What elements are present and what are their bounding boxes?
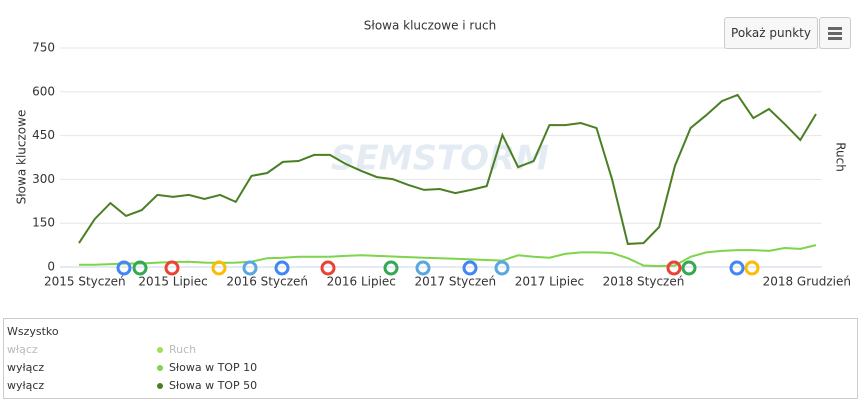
series-toggle[interactable]: wyłącz xyxy=(7,379,45,392)
x-tick-label: 2016 Lipiec xyxy=(327,275,396,289)
y-tick-label: 600 xyxy=(32,84,55,98)
y-tick-label: 300 xyxy=(32,172,55,186)
y-axis-label: Słowa kluczowe xyxy=(15,110,29,205)
y-tick-label: 150 xyxy=(32,216,55,230)
menu-button[interactable] xyxy=(819,17,851,49)
series-line xyxy=(78,93,817,245)
event-icons xyxy=(116,260,760,276)
x-tick-label: 2017 Styczeń xyxy=(415,275,497,289)
legend-label[interactable]: Ruch xyxy=(169,343,197,356)
series-panel: Wszystko włącz Ruch wyłącz Słowa w TOP 10 wy… xyxy=(3,318,858,399)
legend-label[interactable]: Słowa w TOP 10 xyxy=(169,361,258,374)
legend-label[interactable]: Słowa w TOP 50 xyxy=(169,379,258,392)
series-toggle[interactable]: włącz xyxy=(7,343,38,356)
legend-marker xyxy=(157,365,163,371)
x-tick-label: 2016 Styczeń xyxy=(226,275,308,289)
x-tick-label: 2015 Styczeń xyxy=(44,275,126,289)
y-tick-label: 0 xyxy=(47,260,55,274)
chart: Słowa kluczowe i ruch Słowa kluczowe Ruc… xyxy=(15,19,852,289)
x-tick-label: 2018 Grudzień xyxy=(763,275,851,289)
y-tick-label: 450 xyxy=(32,128,55,142)
y2-axis-label: Ruch xyxy=(834,142,848,172)
chart-title: Słowa kluczowe i ruch xyxy=(364,19,496,33)
x-tick-label: 2015 Lipiec xyxy=(138,275,207,289)
show-points-button[interactable]: Pokaż punkty xyxy=(724,17,818,49)
series-toggle[interactable]: wyłącz xyxy=(7,361,45,374)
x-tick-label: 2017 Lipiec xyxy=(515,275,584,289)
legend-marker xyxy=(157,347,163,353)
x-tick-label: 2018 Styczeń xyxy=(603,275,685,289)
y-tick-label: 750 xyxy=(32,41,55,55)
toggle-all[interactable]: Wszystko xyxy=(7,325,59,338)
legend-marker xyxy=(157,383,163,389)
series-line xyxy=(79,244,817,268)
